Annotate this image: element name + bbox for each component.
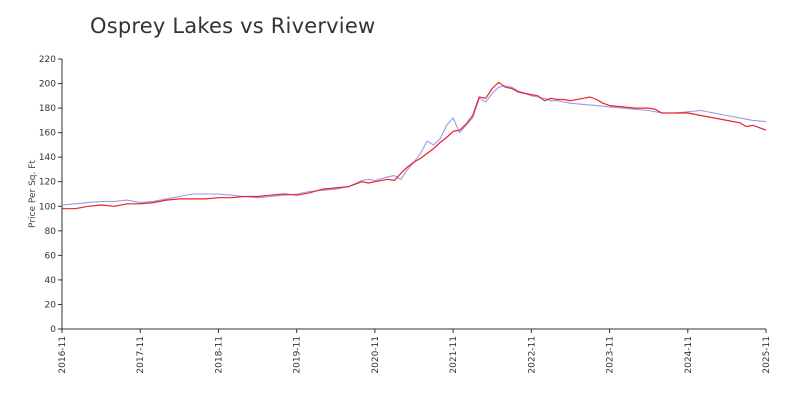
x-tick-label: 2024-11 — [684, 336, 694, 374]
x-tick-label: 2018-11 — [214, 336, 224, 374]
x-tick-label: 2021-11 — [449, 336, 459, 374]
y-tick-label: 20 — [45, 300, 57, 310]
y-tick-label: 220 — [39, 55, 56, 65]
y-tick-label: 180 — [39, 104, 56, 114]
y-tick-label: 120 — [39, 178, 56, 188]
series-line-1 — [61, 85, 767, 206]
x-tick-label: 2016-11 — [58, 336, 68, 374]
x-tick-label: 2017-11 — [136, 336, 146, 374]
x-tick-label: 2025-11 — [762, 336, 772, 374]
x-tick-label: 2020-11 — [371, 336, 381, 374]
series-layer — [61, 81, 767, 210]
y-tick-label: 140 — [39, 153, 56, 163]
y-tick-label: 80 — [45, 227, 57, 237]
y-tick-label: 160 — [39, 129, 56, 139]
y-tick-label: 60 — [45, 251, 57, 261]
axes: 0 20 40 60 80 100 120 140 160 180 200 220 2016-11 201… — [39, 55, 772, 374]
series-line-2 — [62, 81, 767, 210]
x-tick-label: 2022-11 — [527, 336, 537, 374]
y-tick-label: 100 — [39, 202, 56, 212]
y-tick-label: 0 — [50, 325, 56, 335]
x-tick-label: 2023-11 — [606, 336, 616, 374]
chart-title: Osprey Lakes vs Riverview — [90, 14, 376, 38]
y-tick-label: 40 — [45, 276, 57, 286]
y-axis-label: Price Per Sq. Ft — [28, 160, 38, 228]
y-tick-label: 200 — [39, 80, 56, 90]
x-tick-label: 2019-11 — [293, 336, 303, 374]
